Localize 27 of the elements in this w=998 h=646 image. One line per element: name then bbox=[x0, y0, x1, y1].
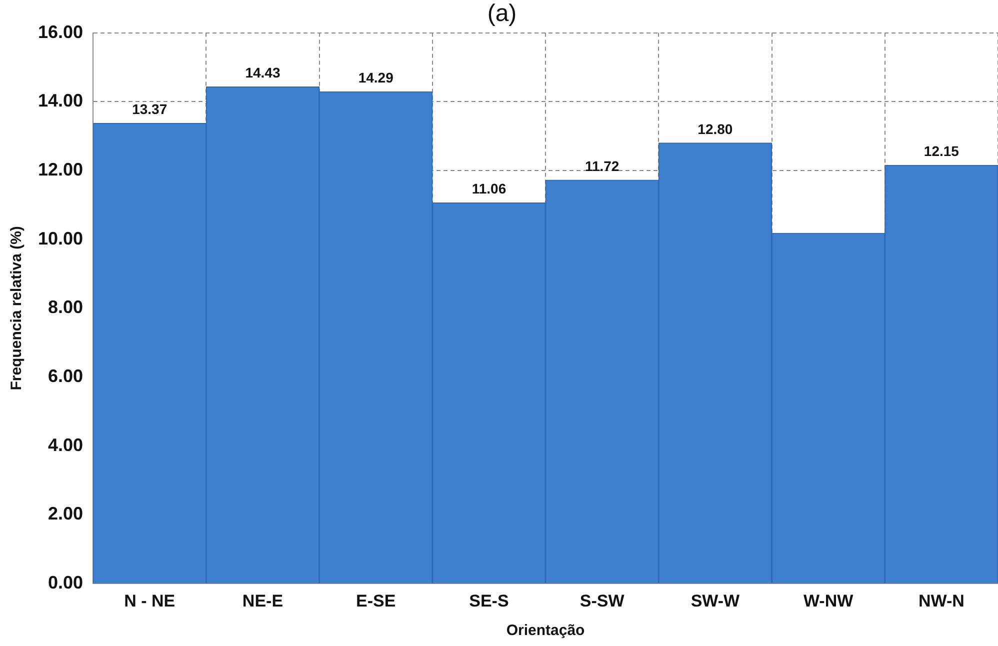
data-label: 12.15 bbox=[924, 143, 960, 160]
data-label: 11.72 bbox=[584, 158, 620, 174]
data-label: 14.29 bbox=[358, 70, 394, 86]
data-label: 13.37 bbox=[132, 101, 168, 118]
x-tick-label: W-NW bbox=[803, 591, 854, 610]
x-tick-label: NE-E bbox=[242, 591, 284, 610]
data-label: 14.43 bbox=[245, 64, 280, 81]
x-tick-label: N - NE bbox=[124, 591, 176, 610]
x-tick-label: SW-W bbox=[690, 591, 741, 610]
x-tick-label: S-SW bbox=[580, 591, 626, 610]
chart-title: (a) bbox=[487, 0, 517, 28]
y-tick-label: 16.00 bbox=[38, 22, 84, 42]
y-axis-title: Frequencia relativa (%) bbox=[8, 226, 26, 390]
x-tick-label: NW-N bbox=[918, 591, 964, 610]
y-tick-label: 12.00 bbox=[38, 159, 84, 180]
y-tick-label: 0.00 bbox=[48, 572, 84, 593]
y-tick-label: 4.00 bbox=[48, 434, 84, 455]
y-tick-label: 8.00 bbox=[48, 297, 84, 318]
x-axis-title: Orientação bbox=[506, 622, 585, 640]
x-tick-label: SE-S bbox=[469, 591, 509, 610]
y-tick-label: 14.00 bbox=[38, 90, 84, 111]
x-tick-label: E-SE bbox=[356, 591, 396, 610]
y-tick-label: 2.00 bbox=[48, 504, 84, 524]
y-tick-label: 10.00 bbox=[38, 228, 84, 248]
y-tick-label: 6.00 bbox=[48, 366, 84, 386]
data-label: 12.80 bbox=[698, 120, 733, 137]
data-label: 11.06 bbox=[472, 180, 506, 197]
